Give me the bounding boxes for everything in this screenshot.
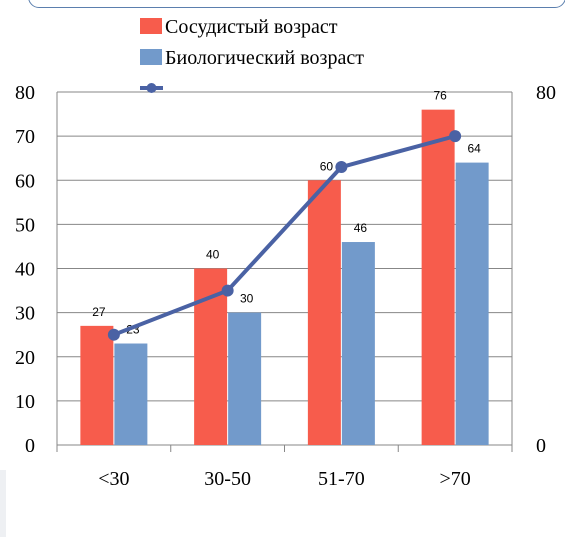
- y-tick-label: 60: [15, 170, 35, 192]
- category-label: 30-50: [204, 468, 251, 490]
- line-point: [449, 130, 462, 143]
- bar-1: [80, 325, 114, 445]
- y-tick-label: 30: [15, 303, 35, 325]
- bar-1: [194, 268, 228, 445]
- data-label: 40: [206, 248, 220, 262]
- data-label: 76: [433, 89, 447, 103]
- data-label: 46: [354, 221, 368, 235]
- y-tick-label: 0: [25, 435, 35, 457]
- bar-2: [228, 312, 262, 445]
- bar-2: [341, 242, 375, 445]
- background-strip: [0, 470, 6, 537]
- bar-2: [455, 162, 489, 445]
- data-label: 30: [240, 292, 254, 306]
- line-series: [113, 134, 456, 337]
- line-point: [335, 161, 348, 174]
- y-tick-label: 10: [15, 391, 35, 413]
- legend-label: Сосудистый возраст: [165, 16, 338, 38]
- data-label: 64: [467, 142, 481, 156]
- legend-line-marker: [146, 83, 157, 93]
- legend-swatch: [140, 49, 162, 65]
- y2-tick-label: 0: [536, 435, 546, 457]
- y-tick-label: 20: [15, 347, 35, 369]
- bar-1: [421, 109, 455, 446]
- line-point: [221, 284, 234, 297]
- y-tick-label: 80: [15, 82, 35, 104]
- line-point: [107, 328, 120, 341]
- bar-1: [307, 180, 341, 445]
- data-label: 60: [320, 159, 334, 173]
- y-tick-label: 50: [15, 214, 35, 236]
- legend-label: Биологический возраст: [165, 47, 364, 69]
- category-label: 51-70: [318, 468, 365, 490]
- category-label: <30: [98, 468, 129, 490]
- legend-swatch: [140, 18, 162, 34]
- category-label: >70: [439, 468, 470, 490]
- y-tick-label: 70: [15, 126, 35, 148]
- y-tick-label: 40: [15, 259, 35, 281]
- y2-tick-label: 80: [536, 82, 556, 104]
- data-label: 27: [92, 305, 106, 319]
- bar-2: [114, 343, 148, 445]
